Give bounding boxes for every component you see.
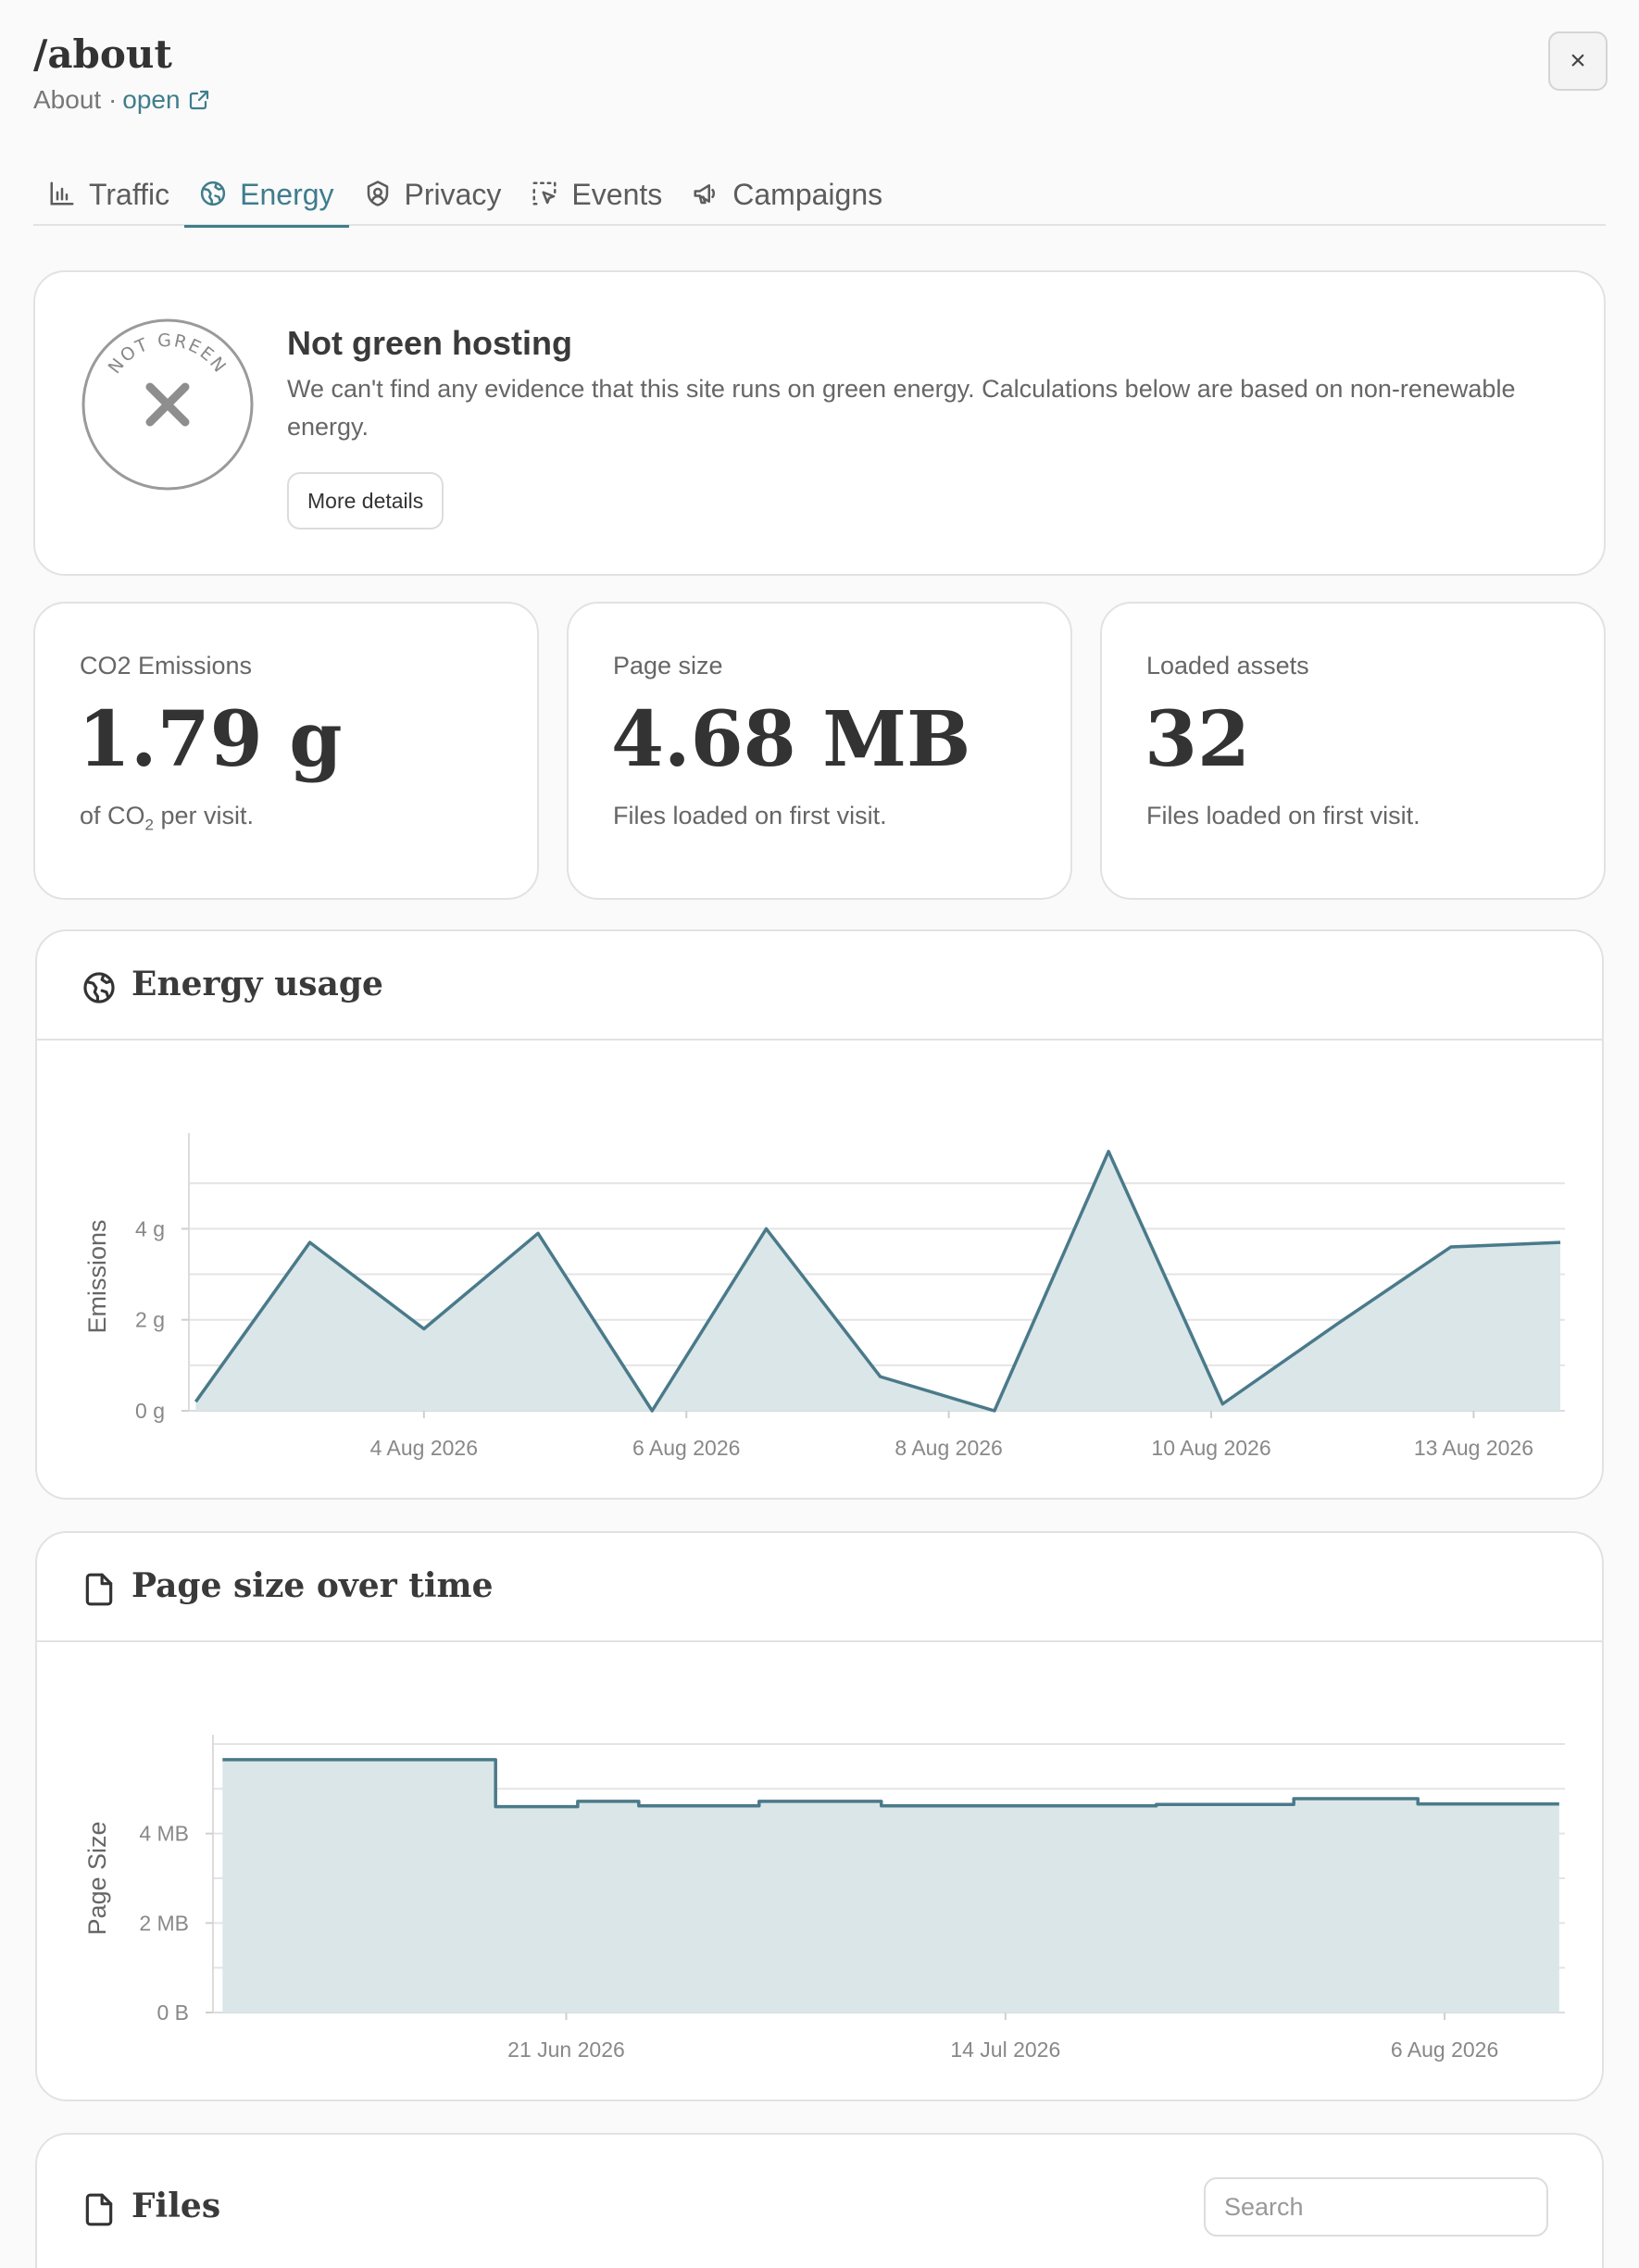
x-tick-label: 6 Aug 2026 <box>1391 2037 1498 2062</box>
open-link-label: open <box>122 85 181 114</box>
globe-leaf-icon <box>201 181 226 206</box>
not-green-badge-icon: NOT GREEN <box>81 318 254 491</box>
close-button[interactable]: × <box>1548 31 1608 91</box>
tab-bar: Traffic Energy Privacy Events Campaigns <box>33 157 1606 228</box>
energy-usage-card: Energy usage 0 g 2 g 4 g 4 Aug 2026 6 Aug 20… <box>35 929 1604 1500</box>
stat-description: Files loaded on first visit. <box>1146 802 1420 829</box>
x-tick-label: 4 Aug 2026 <box>370 1436 478 1460</box>
stat-value: 32 <box>1145 695 1251 784</box>
tab-privacy[interactable]: Privacy <box>349 157 517 226</box>
external-link-icon <box>189 90 208 110</box>
y-tick-label: 2 g <box>135 1308 165 1332</box>
y-tick-label: 0 B <box>156 2000 189 2025</box>
chart-title: Energy usage <box>131 965 383 1003</box>
tab-label: Privacy <box>404 178 502 211</box>
x-tick-label: 6 Aug 2026 <box>632 1436 740 1460</box>
series-line <box>222 1758 1559 1809</box>
page-size-chart: 0 B 2 MB 4 MB 21 Jun 2026 14 Jul 2026 6 Aug 2… <box>83 1735 1565 2062</box>
files-title: Files <box>131 2187 221 2225</box>
bar-chart-icon <box>50 181 74 206</box>
stat-value: 1.79 g <box>78 695 343 784</box>
x-tick-label: 8 Aug 2026 <box>895 1436 1002 1460</box>
x-tick-label: 21 Jun 2026 <box>507 2037 625 2062</box>
files-card: Files <box>35 2133 1604 2268</box>
tab-label: Energy <box>240 178 334 211</box>
tab-label: Traffic <box>89 178 170 211</box>
x-tick-label: 10 Aug 2026 <box>1151 1436 1270 1460</box>
chart-header: Energy usage <box>37 931 1602 1041</box>
stat-label: Loaded assets <box>1146 652 1309 679</box>
page-size-over-time-card: Page size over time 0 B 2 MB 4 MB 21 Jun 20… <box>35 1531 1604 2101</box>
megaphone-icon <box>694 184 716 205</box>
tab-campaigns[interactable]: Campaigns <box>677 157 897 226</box>
page-subtitle: About · open <box>33 85 210 115</box>
hosting-description: We can't find any evidence that this sit… <box>287 375 1516 441</box>
tab-label: Events <box>571 178 663 211</box>
cursor-select-icon <box>532 181 557 206</box>
page-title: /about <box>33 31 172 77</box>
hosting-title: Not green hosting <box>287 324 572 362</box>
page-size-card: Page size 4.68 MB Files loaded on first … <box>567 602 1072 900</box>
tab-label: Campaigns <box>732 178 883 211</box>
co2-emissions-card: CO2 Emissions 1.79 g of CO2 per visit. <box>33 602 539 900</box>
stat-label: CO2 Emissions <box>80 652 253 679</box>
chart-title: Page size over time <box>131 1566 494 1605</box>
x-tick-label: 13 Aug 2026 <box>1414 1436 1533 1460</box>
stat-description: Files loaded on first visit. <box>613 802 887 829</box>
tab-traffic[interactable]: Traffic <box>33 157 184 226</box>
y-tick-label: 4 g <box>135 1216 165 1240</box>
loaded-assets-card: Loaded assets 32 Files loaded on first v… <box>1100 602 1606 900</box>
energy-usage-chart: 0 g 2 g 4 g 4 Aug 2026 6 Aug 2026 8 Aug 2026 1… <box>83 1133 1565 1460</box>
y-axis-label: Emissions <box>83 1219 111 1333</box>
more-details-button[interactable]: More details <box>287 472 444 530</box>
close-icon: × <box>1570 45 1586 76</box>
y-tick-label: 4 MB <box>139 1822 189 1846</box>
stat-label: Page size <box>613 652 723 679</box>
y-tick-label: 2 MB <box>139 1911 189 1935</box>
stat-description: of CO2 per visit. <box>80 802 255 834</box>
file-icon <box>85 2193 113 2226</box>
shield-icon <box>367 181 388 206</box>
tab-energy[interactable]: Energy <box>184 157 349 228</box>
stat-value: 4.68 MB <box>611 695 971 784</box>
series-area <box>195 1151 1561 1411</box>
globe-leaf-icon <box>83 972 115 1003</box>
chart-header: Page size over time <box>37 1533 1602 1642</box>
files-search-input[interactable] <box>1204 2177 1548 2237</box>
x-tick-label: 14 Jul 2026 <box>950 2037 1060 2062</box>
green-hosting-card: NOT GREEN Not green hosting We can't fin… <box>33 270 1606 576</box>
y-axis-label: Page Size <box>83 1821 111 1935</box>
series-area <box>222 1759 1559 2013</box>
tab-events[interactable]: Events <box>516 157 677 226</box>
page-name-label: About · <box>33 85 118 114</box>
file-icon <box>85 1573 113 1606</box>
open-link[interactable]: open <box>122 85 209 115</box>
y-tick-label: 0 g <box>135 1399 165 1423</box>
